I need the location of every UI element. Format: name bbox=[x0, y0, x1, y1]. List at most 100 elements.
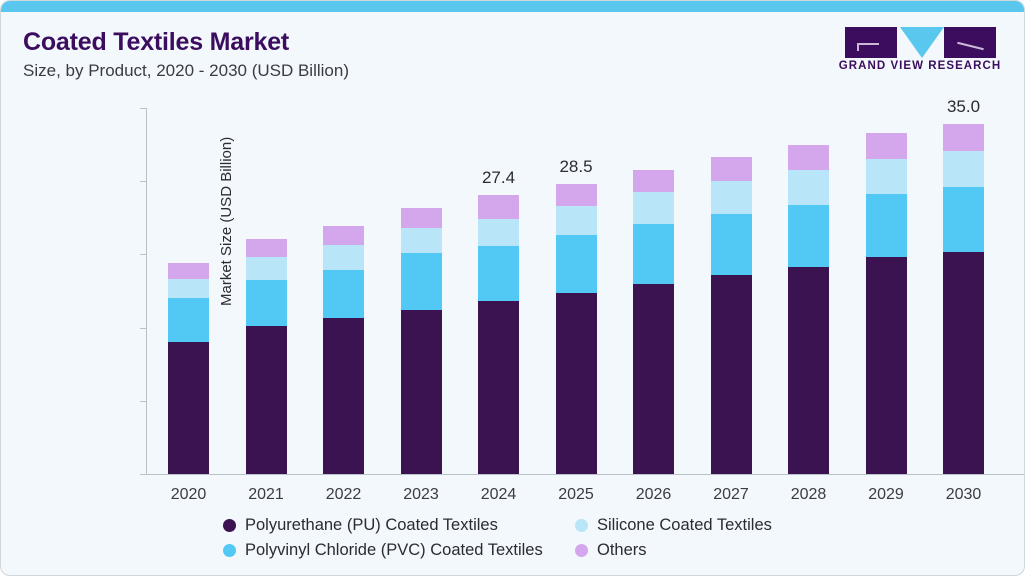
legend-swatch-icon bbox=[575, 519, 588, 532]
bar-segment[interactable] bbox=[168, 278, 209, 299]
bar-segment[interactable] bbox=[788, 144, 829, 171]
x-axis-tick-label: 2029 bbox=[868, 486, 904, 503]
bar-segment[interactable] bbox=[555, 293, 597, 474]
bar-segment[interactable] bbox=[710, 213, 752, 275]
legend-item-silicone[interactable]: Silicone Coated Textiles bbox=[575, 516, 772, 535]
logo-triangle-icon bbox=[900, 27, 944, 58]
bar-segment[interactable] bbox=[710, 181, 752, 214]
y-axis-tick bbox=[140, 327, 146, 329]
x-axis-tick-label: 2022 bbox=[325, 486, 362, 503]
bar-segment[interactable] bbox=[400, 228, 442, 254]
bar-segment[interactable] bbox=[323, 245, 364, 270]
bar-stack[interactable] bbox=[555, 184, 597, 474]
plot-area: Market Size (USD Billion) 0.07.214.421.6… bbox=[140, 97, 1024, 503]
legend-swatch-icon bbox=[223, 544, 236, 557]
bar-segment[interactable] bbox=[788, 266, 829, 474]
legend-row: Polyvinyl Chloride (PVC) Coated Textiles… bbox=[223, 538, 843, 563]
legend-item-pvc[interactable]: Polyvinyl Chloride (PVC) Coated Textiles bbox=[223, 541, 575, 560]
bar-segment[interactable] bbox=[865, 194, 907, 258]
bar-segment[interactable] bbox=[555, 184, 597, 206]
bar-segment[interactable] bbox=[633, 283, 674, 474]
x-axis-tick-label: 2028 bbox=[790, 486, 827, 503]
bar-segment[interactable] bbox=[865, 158, 907, 195]
bar-value-label: 28.5 bbox=[559, 157, 593, 177]
bar-segment[interactable] bbox=[245, 279, 287, 326]
y-axis-tick bbox=[140, 254, 146, 256]
bar-segment[interactable] bbox=[710, 156, 752, 182]
x-axis-tick-label: 2020 bbox=[170, 486, 207, 503]
y-axis-tick bbox=[140, 108, 146, 109]
x-axis-tick-label: 2030 bbox=[945, 486, 982, 503]
chart-title: Coated Textiles Market bbox=[23, 28, 290, 56]
x-axis-tick-label: 2021 bbox=[248, 486, 284, 503]
bar-segment[interactable] bbox=[245, 325, 287, 474]
x-axis-tick-label: 2023 bbox=[403, 486, 439, 503]
bar-segment[interactable] bbox=[865, 133, 907, 159]
y-axis-title: Market Size (USD Billion) bbox=[218, 136, 235, 306]
bar-segment[interactable] bbox=[168, 298, 209, 342]
bar-segment[interactable] bbox=[943, 124, 984, 151]
y-axis-tick bbox=[140, 474, 146, 475]
bar-segment[interactable] bbox=[943, 150, 984, 188]
bar-segment[interactable] bbox=[865, 257, 907, 474]
bar-stack[interactable] bbox=[478, 195, 519, 474]
bar-segment[interactable] bbox=[633, 170, 674, 193]
bar-segment[interactable] bbox=[788, 204, 829, 267]
logo-marks bbox=[834, 27, 1006, 58]
bar-segment[interactable] bbox=[323, 318, 364, 474]
bar-segment[interactable] bbox=[633, 223, 674, 284]
legend-swatch-icon bbox=[575, 544, 588, 557]
bar-segment[interactable] bbox=[400, 207, 442, 228]
bar-stack[interactable] bbox=[710, 156, 752, 474]
legend-row: Polyurethane (PU) Coated Textiles Silico… bbox=[223, 513, 843, 538]
bar-segment[interactable] bbox=[710, 274, 752, 474]
logo-text: GRAND VIEW RESEARCH bbox=[838, 60, 1002, 72]
bar-segment[interactable] bbox=[555, 205, 597, 236]
bar-segment[interactable] bbox=[478, 246, 519, 302]
legend-label: Polyurethane (PU) Coated Textiles bbox=[245, 516, 498, 534]
bar-segment[interactable] bbox=[168, 262, 209, 279]
bar-stack[interactable] bbox=[788, 144, 829, 474]
bar-segment[interactable] bbox=[633, 192, 674, 224]
x-axis-tick-label: 2026 bbox=[635, 486, 672, 503]
y-axis-tick bbox=[140, 400, 146, 402]
legend-swatch-icon bbox=[223, 519, 236, 532]
bar-stack[interactable] bbox=[633, 170, 674, 474]
bar-segment[interactable] bbox=[400, 310, 442, 474]
y-axis-tick bbox=[140, 181, 146, 183]
x-axis-tick-label: 2027 bbox=[713, 486, 749, 503]
bar-stack[interactable] bbox=[943, 124, 984, 474]
legend-label: Others bbox=[597, 541, 647, 559]
bar-segment[interactable] bbox=[943, 252, 984, 474]
bar-stack[interactable] bbox=[865, 133, 907, 474]
logo-right-block-icon bbox=[944, 27, 996, 58]
x-axis-tick-label: 2025 bbox=[558, 486, 594, 503]
legend-item-polyurethane[interactable]: Polyurethane (PU) Coated Textiles bbox=[223, 516, 575, 535]
x-axis-line bbox=[146, 474, 1024, 475]
bar-segment[interactable] bbox=[478, 301, 519, 474]
bar-segment[interactable] bbox=[478, 218, 519, 247]
bar-segment[interactable] bbox=[555, 235, 597, 294]
bar-stack[interactable] bbox=[400, 207, 442, 474]
bar-stack[interactable] bbox=[245, 239, 287, 474]
bar-segment[interactable] bbox=[323, 225, 364, 246]
x-axis-tick-label: 2024 bbox=[480, 486, 517, 503]
chart-legend: Polyurethane (PU) Coated Textiles Silico… bbox=[223, 513, 843, 563]
bar-stack[interactable] bbox=[323, 225, 364, 474]
bar-segment[interactable] bbox=[943, 187, 984, 253]
legend-item-others[interactable]: Others bbox=[575, 541, 647, 560]
bar-segment[interactable] bbox=[478, 195, 519, 219]
legend-label: Silicone Coated Textiles bbox=[597, 516, 772, 534]
top-accent-bar bbox=[1, 1, 1024, 12]
chart-subtitle: Size, by Product, 2020 - 2030 (USD Billi… bbox=[23, 61, 349, 80]
legend-label: Polyvinyl Chloride (PVC) Coated Textiles bbox=[245, 541, 543, 559]
bar-segment[interactable] bbox=[245, 257, 287, 280]
bar-segment[interactable] bbox=[323, 269, 364, 319]
bar-stack[interactable] bbox=[168, 262, 209, 474]
bar-value-label: 35.0 bbox=[946, 97, 981, 117]
bar-segment[interactable] bbox=[400, 253, 442, 311]
y-axis-line bbox=[146, 108, 147, 474]
bar-segment[interactable] bbox=[168, 341, 209, 474]
bar-segment[interactable] bbox=[788, 170, 829, 205]
bar-segment[interactable] bbox=[245, 239, 287, 258]
